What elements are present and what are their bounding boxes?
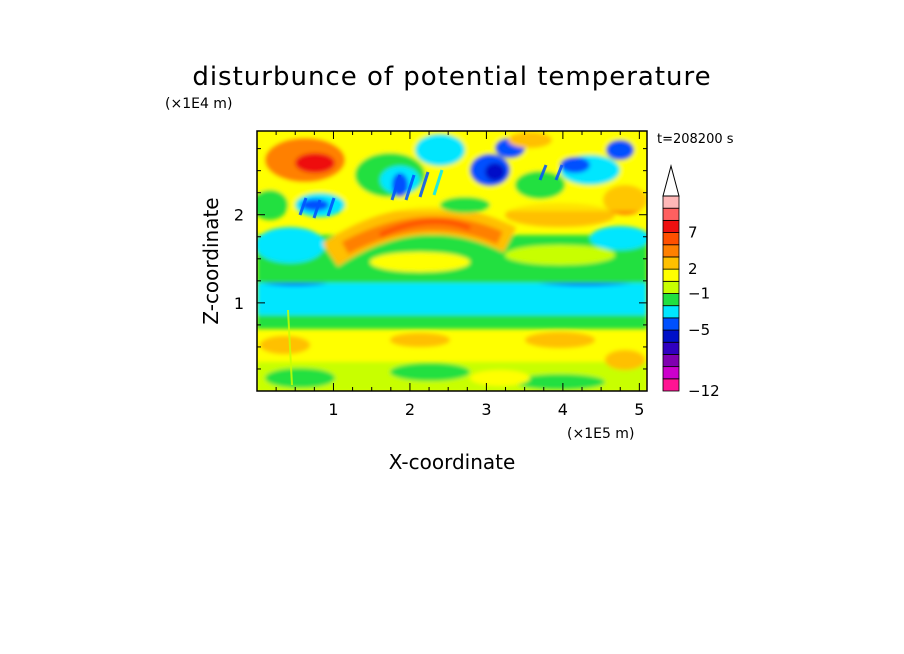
patch-cyan-mid-right bbox=[590, 226, 647, 250]
wave-streaks bbox=[287, 164, 564, 386]
patch-green-bottom-1 bbox=[265, 368, 335, 388]
patch-red-max-core bbox=[295, 153, 335, 173]
patch-yellow-mid-1 bbox=[370, 252, 470, 272]
patch-green-upper-left bbox=[257, 190, 288, 220]
patch-cyan-mid-left bbox=[257, 227, 325, 263]
colorbar-cell bbox=[662, 256, 680, 270]
colorbar-tick-label: −5 bbox=[688, 321, 710, 339]
patch-orange-lower-2 bbox=[390, 333, 450, 347]
patch-orange-lower-1 bbox=[260, 336, 310, 354]
colorbar-cell bbox=[662, 354, 680, 368]
colorbar-tick-label: −12 bbox=[688, 382, 720, 400]
patch-orange-lower-3 bbox=[525, 332, 595, 348]
colorbar-extend-arrow bbox=[662, 164, 680, 197]
patch-blue-upper-1 bbox=[301, 199, 329, 211]
colorbar-cell bbox=[662, 378, 680, 392]
x-tick-label: 5 bbox=[634, 400, 644, 419]
band-cyan bbox=[257, 283, 647, 315]
colorbar-tick-label: −1 bbox=[688, 285, 710, 303]
patch-orange-upper-right bbox=[508, 132, 552, 148]
x-unit-label: (×1E5 m) bbox=[567, 426, 634, 442]
patch-blue-upper-6 bbox=[606, 140, 634, 160]
colorbar-cell bbox=[662, 195, 680, 209]
colorbar-cell bbox=[662, 232, 680, 246]
axis-ticks bbox=[257, 131, 647, 391]
patch-orange-lower-4 bbox=[605, 350, 645, 370]
colorbar-labels: 7 2 −1 −5 −12 bbox=[688, 224, 720, 400]
x-tick-label: 1 bbox=[328, 400, 338, 419]
patch-yellow-bottom bbox=[470, 370, 530, 386]
y-tick-label: 2 bbox=[234, 206, 244, 225]
y-axis-label: Z-coordinate bbox=[199, 197, 223, 324]
x-tick-labels: 1 2 3 4 5 bbox=[328, 400, 644, 419]
colorbar-tick-label: 7 bbox=[688, 224, 698, 242]
patch-yellow-mid-2 bbox=[505, 245, 615, 265]
y-tick-label: 1 bbox=[234, 294, 244, 313]
patch-blue-upper-5 bbox=[560, 157, 590, 173]
colorbar-cell bbox=[662, 293, 680, 307]
arc-red-core bbox=[378, 218, 471, 238]
plot-frame bbox=[256, 130, 648, 392]
y-unit-label: (×1E4 m) bbox=[165, 96, 232, 112]
patch-green-bottom-2 bbox=[390, 363, 470, 381]
x-tick-label: 4 bbox=[558, 400, 568, 419]
colorbar-cell bbox=[662, 329, 680, 343]
chart-title: disturbunce of potential temperature bbox=[192, 62, 711, 92]
colorbar-cell bbox=[662, 268, 680, 282]
colorbar-cell bbox=[662, 341, 680, 355]
patch-green-upper-4 bbox=[440, 197, 490, 213]
patch-darkblue-min bbox=[485, 163, 505, 181]
y-tick-labels: 12 bbox=[234, 206, 244, 313]
colorbar-cell bbox=[662, 207, 680, 221]
x-axis-label: X-coordinate bbox=[389, 450, 516, 474]
colorbar bbox=[662, 164, 680, 392]
time-label: t=208200 s bbox=[657, 132, 734, 147]
colorbar-cell bbox=[662, 305, 680, 319]
colorbar-tick-label: 2 bbox=[688, 260, 698, 278]
patch-cyan-upper-3 bbox=[415, 134, 465, 166]
colorbar-cell bbox=[662, 244, 680, 258]
colorbar-cell bbox=[662, 280, 680, 294]
band-green bbox=[257, 312, 647, 329]
patch-green-bottom-3 bbox=[515, 374, 605, 390]
patch-green-upper-3 bbox=[515, 171, 565, 199]
colorbar-cell bbox=[662, 366, 680, 380]
x-tick-label: 3 bbox=[481, 400, 491, 419]
x-tick-label: 2 bbox=[405, 400, 415, 419]
colorbar-cell bbox=[662, 317, 680, 331]
heatmap-field bbox=[257, 131, 647, 391]
colorbar-cell bbox=[662, 219, 680, 233]
